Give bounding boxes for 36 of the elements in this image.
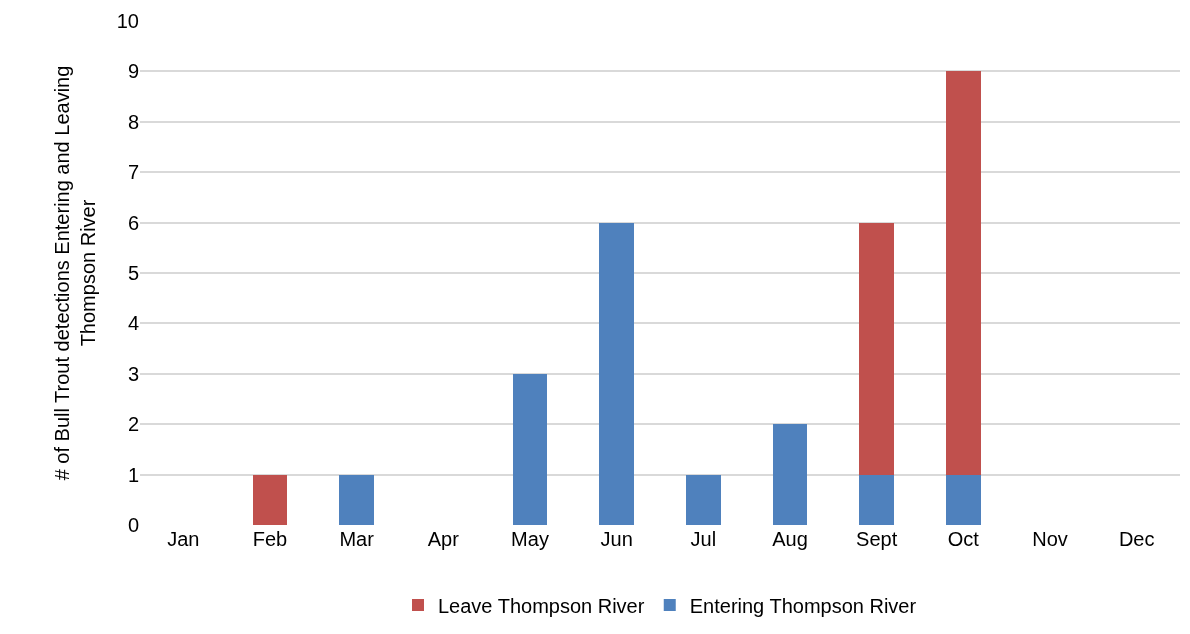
- bar: [859, 474, 894, 525]
- x-tick-label: Jul: [690, 528, 717, 550]
- y-tick-label: 9: [127, 60, 139, 83]
- y-tick-label: 0: [127, 514, 139, 536]
- y-tick-label: 3: [127, 362, 139, 385]
- y-tick-label: 8: [127, 110, 139, 133]
- bar: [772, 424, 808, 525]
- bar: [686, 474, 721, 525]
- x-tick-label: Jan: [167, 528, 200, 550]
- x-tick-label: Oct: [947, 528, 980, 550]
- y-tick-label: 2: [127, 413, 139, 436]
- x-tick-label: Apr: [427, 528, 460, 550]
- y-tick-label: 4: [127, 312, 139, 335]
- legend-label: Leave Thompson River: [438, 594, 645, 617]
- legend-label: Entering Thompson River: [689, 594, 917, 617]
- x-tick-label: Aug: [772, 528, 808, 550]
- x-tick-label: Feb: [252, 528, 288, 550]
- bar: [946, 71, 981, 475]
- x-tick-label: Nov: [1032, 528, 1068, 550]
- y-tick-label: 5: [127, 262, 139, 284]
- y-tick-label: 10: [116, 10, 139, 32]
- bar: [599, 222, 634, 525]
- x-tick-label: Mar: [339, 528, 375, 550]
- x-tick-label: May: [511, 528, 549, 550]
- bar: [512, 373, 548, 525]
- bar: [339, 474, 374, 525]
- bar: [946, 474, 981, 525]
- x-tick-label: Dec: [1118, 528, 1155, 550]
- bar: [859, 222, 894, 475]
- y-tick-label: 7: [127, 161, 139, 184]
- bar: [252, 474, 288, 525]
- y-axis-title: # of Bull Trout detections Entering and Leaving Thompson River: [51, 65, 100, 481]
- y-tick-label: 1: [127, 463, 139, 486]
- x-tick-label: Jun: [600, 528, 633, 550]
- x-tick-label: Sept: [856, 528, 898, 550]
- y-tick-label: 6: [127, 211, 139, 234]
